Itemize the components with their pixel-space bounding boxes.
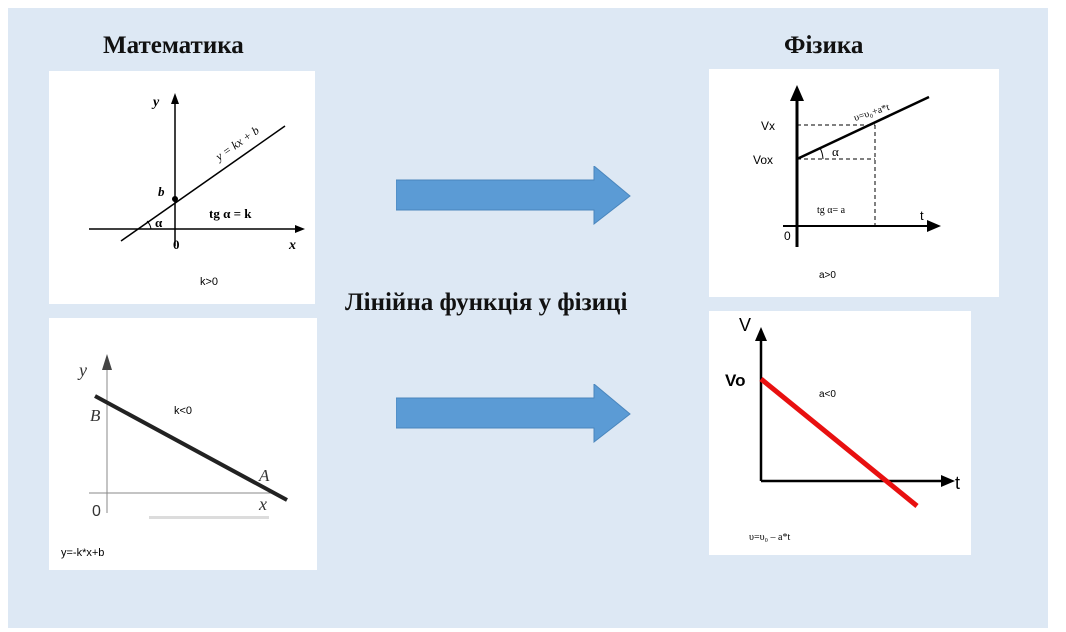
phys-bottom-formula: υ=υ₀ – a*t [749,532,790,543]
phys-top-alpha: α [832,144,839,159]
math-top-alpha: α [155,215,163,230]
math-bottom-axis-x: x [258,494,267,514]
math-top-axis-y: y [151,95,160,110]
phys-top-t: t [920,208,924,223]
phys-top-tg-label: tg α= a [817,205,846,216]
math-bottom-B-label: B [90,406,101,425]
slide-background: Математика Фізика y x 0 b α y = kx + b t… [8,8,1048,628]
math-top-axis-x: x [288,238,296,253]
phys-bottom-Vo: Vo [725,371,745,390]
phys-top-formula: υ=υ₀+a*t [853,102,892,124]
physics-positive-acceleration-graph: Vx Vox α t 0 υ=υ₀+a*t tg α= a a>0 [709,69,999,297]
physics-negative-acceleration-graph: V Vo t a<0 υ=υ₀ – a*t [709,311,971,555]
arrow-right-bottom [396,384,631,444]
phys-top-vox: Vox [753,153,773,167]
phys-bottom-a-label: a<0 [819,389,836,400]
center-title: Лінійна функція у фізиці [345,289,628,316]
math-top-line-label: y = kx + b [212,123,262,164]
math-top-tg-label: tg α = k [209,206,252,221]
math-heading: Математика [103,32,244,59]
math-bottom-origin: 0 [92,503,101,520]
math-bottom-A-label: A [258,466,270,485]
math-bottom-axis-y: y [77,360,87,380]
math-bottom-caption: y=-k*x+b [61,547,104,559]
phys-top-origin: 0 [784,229,791,243]
phys-top-vx: Vx [761,119,775,133]
phys-bottom-t: t [955,473,960,493]
math-top-caption: k>0 [200,276,218,288]
math-top-origin: 0 [173,237,180,252]
phys-top-caption: a>0 [819,270,836,281]
math-positive-slope-graph: y x 0 b α y = kx + b tg α = k k>0 [49,71,315,304]
math-negative-slope-graph: y x 0 B A k<0 y=-k*x+b [49,318,317,570]
math-bottom-k-label: k<0 [174,405,192,417]
arrow-right-top [396,166,631,226]
physics-heading: Фізика [784,32,864,59]
math-top-b-label: b [158,184,165,199]
phys-bottom-V: V [739,315,751,335]
